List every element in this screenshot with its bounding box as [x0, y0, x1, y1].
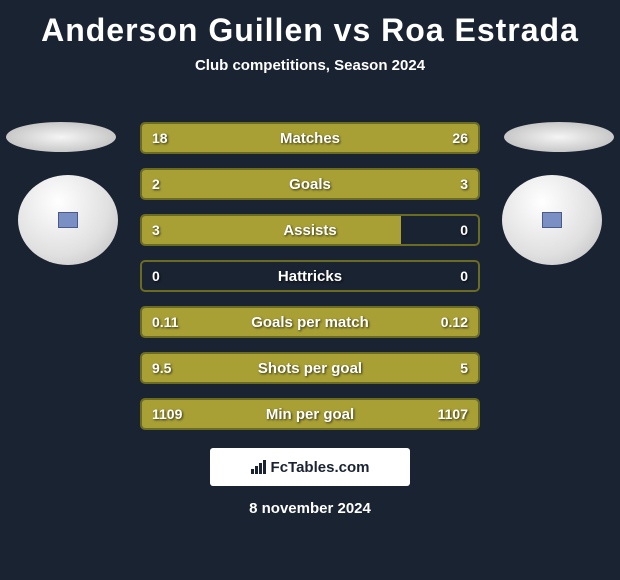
player-left-badge [6, 122, 116, 152]
player-right-avatar [502, 175, 602, 265]
stat-row: 0.110.12Goals per match [140, 306, 480, 338]
avatar-placeholder-icon [58, 212, 78, 228]
date-label: 8 november 2024 [0, 500, 620, 517]
stat-label: Goals [142, 170, 478, 198]
stat-label: Assists [142, 216, 478, 244]
logo-text: FcTables.com [271, 459, 370, 476]
stat-label: Hattricks [142, 262, 478, 290]
logo-box: FcTables.com [210, 448, 410, 486]
avatar-placeholder-icon [542, 212, 562, 228]
stat-row: 9.55Shots per goal [140, 352, 480, 384]
player-left-avatar [18, 175, 118, 265]
stat-row: 11091107Min per goal [140, 398, 480, 430]
chart-icon [251, 460, 267, 474]
stat-label: Shots per goal [142, 354, 478, 382]
stat-row: 00Hattricks [140, 260, 480, 292]
stat-label: Goals per match [142, 308, 478, 336]
page-title: Anderson Guillen vs Roa Estrada [0, 0, 620, 49]
stat-row: 1826Matches [140, 122, 480, 154]
stat-label: Min per goal [142, 400, 478, 428]
stat-row: 23Goals [140, 168, 480, 200]
stats-comparison: 1826Matches 23Goals 30Assists 00Hattricks 0.… [140, 122, 480, 444]
page-subtitle: Club competitions, Season 2024 [0, 57, 620, 74]
stat-row: 30Assists [140, 214, 480, 246]
stat-label: Matches [142, 124, 478, 152]
player-right-badge [504, 122, 614, 152]
